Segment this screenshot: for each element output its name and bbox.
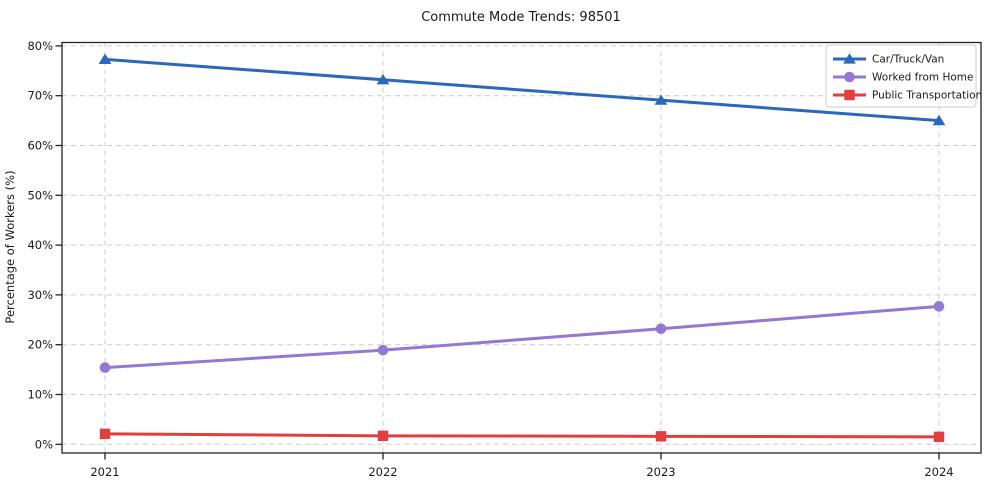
y-tick-label: 10%: [27, 388, 53, 402]
series-marker-car-truck-van: [98, 53, 112, 64]
series-line-public-transportation: [103, 432, 941, 439]
legend-label-public-transportation: Public Transportation: [872, 90, 982, 102]
legend-entry-public-transportation: Public Transportation: [833, 90, 982, 102]
y-tick-label: 20%: [27, 338, 53, 352]
series-marker-worked-from-home: [99, 362, 111, 373]
series-marker-public-transportation: [933, 431, 945, 443]
y-tick-label: 60%: [27, 139, 53, 153]
y-tick-label: 80%: [27, 39, 53, 53]
legend-marker-public-transportation: [844, 89, 855, 101]
series-marker-worked-from-home: [933, 301, 945, 312]
series-line-car-truck-van: [103, 57, 941, 123]
x-tick-label: 2021: [90, 465, 119, 479]
plot-border: [61, 41, 982, 454]
y-tick-label: 30%: [27, 288, 53, 302]
y-axis-label: Percentage of Workers (%): [3, 170, 17, 323]
series-marker-car-truck-van: [654, 94, 668, 105]
x-tick-label: 2024: [924, 465, 953, 479]
series-line-worked-from-home: [103, 304, 941, 370]
series-marker-car-truck-van: [932, 114, 946, 126]
legend-label-worked-from-home: Worked from Home: [872, 72, 973, 84]
series-marker-public-transportation: [377, 430, 389, 442]
x-tick-label: 2022: [368, 465, 397, 479]
series-marker-public-transportation: [99, 428, 111, 440]
series-marker-car-truck-van: [376, 73, 390, 85]
y-tick-label: 40%: [27, 238, 53, 252]
y-tick-label: 0%: [35, 437, 53, 451]
chart-title: Commute Mode Trends: 98501: [421, 10, 621, 25]
legend-label-car-truck-van: Car/Truck/Van: [872, 54, 944, 66]
y-tick-label: 70%: [27, 89, 53, 103]
legend-entry-car-truck-van: Car/Truck/Van: [833, 53, 944, 66]
x-tick-label: 2023: [646, 465, 675, 479]
series-marker-public-transportation: [655, 431, 667, 442]
legend-marker-car-truck-van: [843, 53, 856, 64]
y-tick-label: 50%: [27, 188, 53, 202]
legend-marker-worked-from-home: [844, 71, 855, 83]
series-marker-worked-from-home: [655, 323, 667, 335]
series-marker-worked-from-home: [377, 344, 389, 356]
legend-entry-worked-from-home: Worked from Home: [833, 72, 973, 84]
